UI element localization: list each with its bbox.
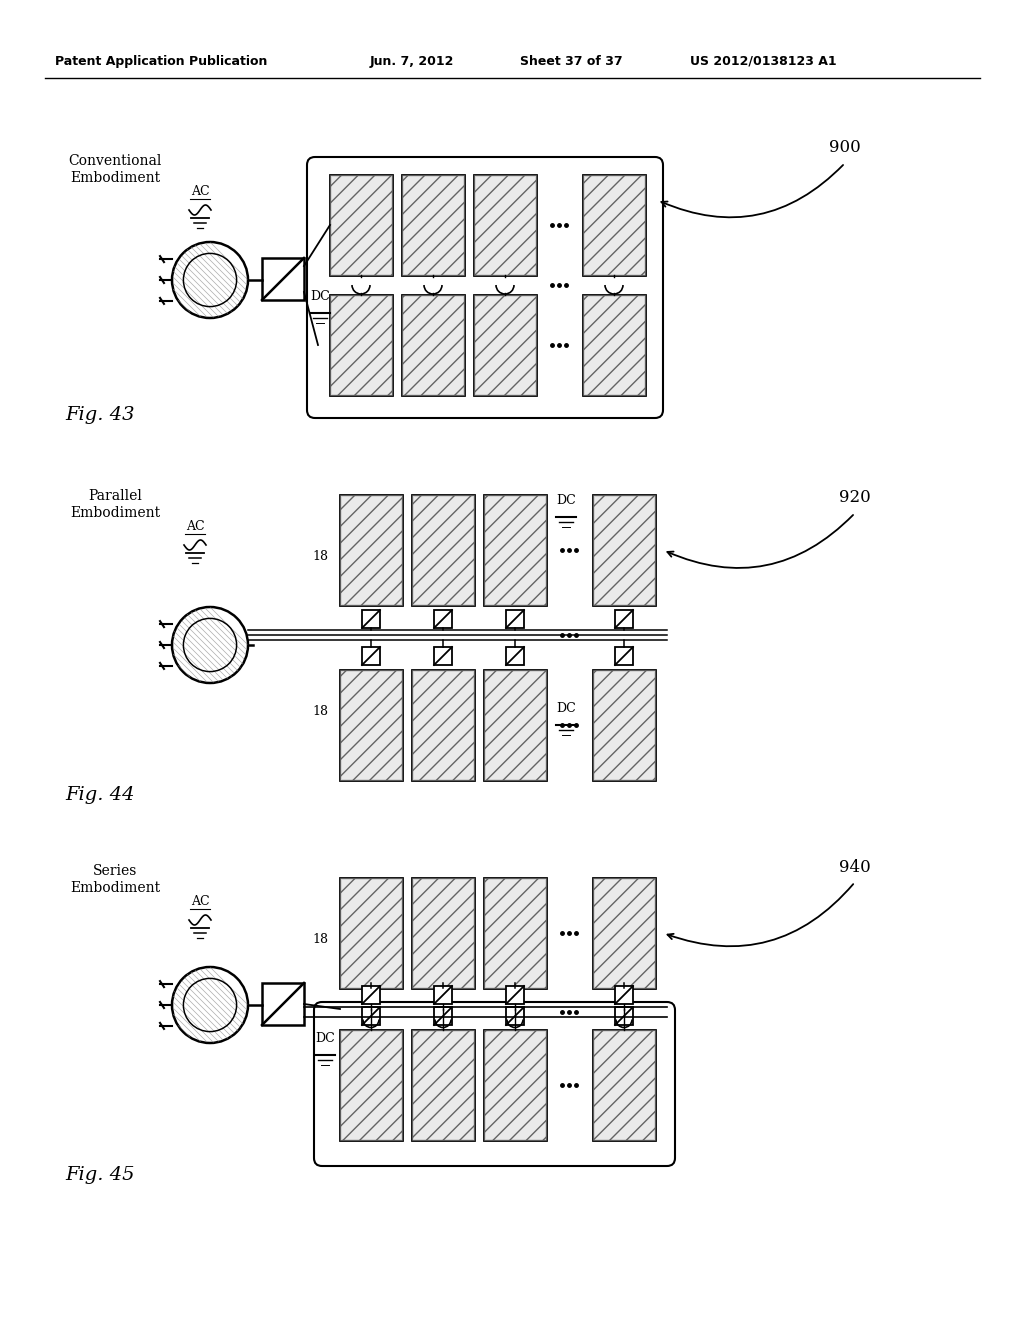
Bar [434, 610, 452, 628]
Bar [484, 671, 546, 780]
Bar [506, 610, 524, 628]
Bar [615, 1007, 633, 1026]
Text: Fig. 43: Fig. 43 [66, 407, 135, 424]
Bar [340, 671, 402, 780]
Text: AC: AC [190, 185, 209, 198]
Circle shape [172, 242, 248, 318]
Bar [593, 495, 655, 605]
Bar [262, 257, 304, 300]
Text: 920: 920 [839, 490, 870, 507]
Bar [412, 878, 474, 987]
Text: Fig. 44: Fig. 44 [66, 785, 135, 804]
Bar [583, 176, 645, 275]
Bar [340, 495, 402, 605]
Bar [412, 495, 474, 605]
Bar [474, 294, 536, 395]
Bar [362, 610, 380, 628]
Bar [583, 294, 645, 395]
Bar [262, 983, 304, 1026]
Bar [484, 1030, 546, 1140]
Text: 18: 18 [312, 933, 328, 946]
Bar [484, 671, 546, 780]
Bar [583, 294, 645, 395]
Bar [474, 176, 536, 275]
Bar [340, 495, 402, 605]
Bar [506, 647, 524, 665]
Bar [412, 1030, 474, 1140]
Bar [506, 986, 524, 1005]
Bar [593, 671, 655, 780]
Bar [340, 1030, 402, 1140]
Bar [362, 1007, 380, 1026]
Text: 18: 18 [312, 705, 328, 718]
Bar [330, 176, 392, 275]
Text: DC: DC [310, 290, 330, 304]
Bar [340, 1030, 402, 1140]
Text: US 2012/0138123 A1: US 2012/0138123 A1 [690, 55, 837, 69]
Bar [615, 610, 633, 628]
Bar [412, 671, 474, 780]
Bar [434, 647, 452, 665]
Circle shape [172, 607, 248, 682]
Bar [402, 294, 464, 395]
Bar [593, 495, 655, 605]
Text: Fig. 45: Fig. 45 [66, 1166, 135, 1184]
Text: DC: DC [556, 494, 575, 507]
Text: Series: Series [93, 865, 137, 878]
Bar [593, 878, 655, 987]
Bar [412, 671, 474, 780]
Bar [434, 986, 452, 1005]
Text: 900: 900 [829, 140, 861, 157]
Text: 18: 18 [312, 550, 328, 564]
Bar [593, 1030, 655, 1140]
Bar [340, 878, 402, 987]
Bar [484, 1030, 546, 1140]
Bar [506, 1007, 524, 1026]
Text: DC: DC [556, 702, 575, 715]
Bar [615, 647, 633, 665]
Text: 940: 940 [839, 858, 870, 875]
Bar [330, 294, 392, 395]
Text: Jun. 7, 2012: Jun. 7, 2012 [370, 55, 455, 69]
Text: Embodiment: Embodiment [70, 506, 160, 520]
Bar [402, 176, 464, 275]
Bar [362, 986, 380, 1005]
Bar [474, 176, 536, 275]
Bar [340, 878, 402, 987]
Text: Sheet 37 of 37: Sheet 37 of 37 [520, 55, 623, 69]
Bar [330, 294, 392, 395]
Bar [362, 647, 380, 665]
Text: Conventional: Conventional [69, 154, 162, 168]
Bar [484, 878, 546, 987]
Text: DC: DC [315, 1032, 335, 1045]
Bar [484, 495, 546, 605]
Bar [593, 1030, 655, 1140]
Bar [330, 176, 392, 275]
Text: AC: AC [185, 520, 205, 533]
Bar [412, 495, 474, 605]
Bar [593, 878, 655, 987]
Bar [434, 1007, 452, 1026]
Bar [402, 294, 464, 395]
Bar [412, 1030, 474, 1140]
Text: Patent Application Publication: Patent Application Publication [55, 55, 267, 69]
Bar [484, 878, 546, 987]
Bar [474, 294, 536, 395]
Bar [412, 878, 474, 987]
Text: Embodiment: Embodiment [70, 172, 160, 185]
Text: Embodiment: Embodiment [70, 880, 160, 895]
Bar [340, 671, 402, 780]
Circle shape [172, 968, 248, 1043]
Text: Parallel: Parallel [88, 488, 142, 503]
Bar [484, 495, 546, 605]
Bar [593, 671, 655, 780]
Bar [583, 176, 645, 275]
Text: AC: AC [190, 895, 209, 908]
Bar [615, 986, 633, 1005]
Bar [402, 176, 464, 275]
